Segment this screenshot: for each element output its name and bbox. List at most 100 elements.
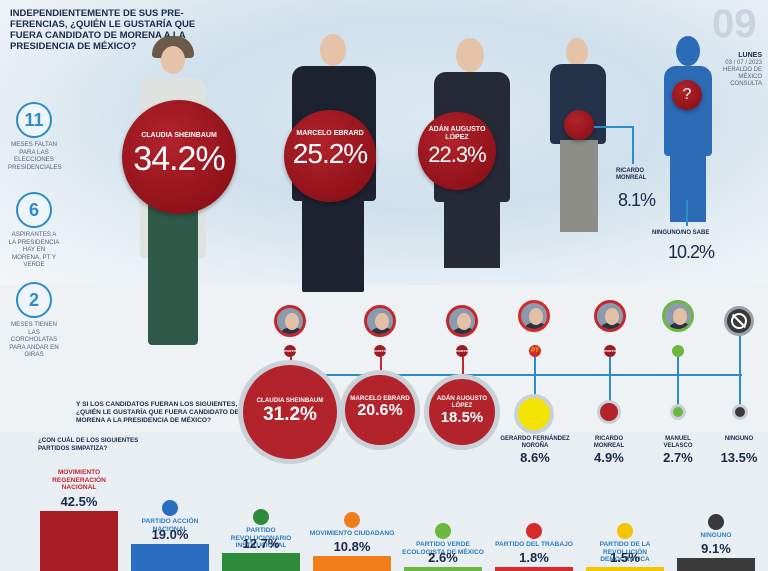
party-name: PARTIDO DEL TRABAJO	[495, 541, 573, 548]
sheinbaum-photo-face	[161, 46, 185, 74]
ban-icon	[731, 313, 747, 329]
party-column: PARTIDO VERDE ECOLOGISTA DE MÉXICO 2.6%	[400, 458, 486, 571]
stat-text: ASPIRANTES A LA PRESIDENCIA HAY EN MOREN…	[8, 231, 60, 268]
party-column: MOVIMIENTO REGENERACIÓN NACIONAL 42.5%	[36, 458, 122, 571]
unknown-figure-head	[676, 36, 700, 66]
monreal-second-circle	[597, 400, 621, 424]
party-bar	[677, 558, 755, 571]
ebrard-photo-head	[320, 34, 346, 66]
sheinbaum-second-circle: CLAUDIA SHEINBAUM 31.2%	[238, 360, 342, 464]
party-logo-icon	[253, 509, 269, 526]
candidate-pct: 22.3%	[428, 142, 486, 167]
morena-logo-icon: morena	[374, 345, 388, 357]
ebrard-result-circle: MARCELO EBRARD 25.2%	[284, 110, 376, 202]
candidate-pct: 20.6%	[357, 402, 403, 419]
party-pct: 2.6%	[428, 550, 458, 565]
party-pct: 1.5%	[610, 550, 640, 565]
candidate-pct: 34.2%	[133, 140, 225, 178]
party-pct: 42.5%	[60, 494, 98, 509]
second-question: Y SI LOS CANDIDATOS FUERAN LOS SIGUIENTE…	[76, 401, 239, 424]
party-column: PARTIDO DE LA REVOLUCIÓN DEMOCRÁTICA 1.5%	[582, 458, 668, 571]
stat-number: 6	[16, 192, 52, 228]
party-pct: 10.8%	[333, 538, 371, 554]
morena-logo-icon: morena	[284, 345, 298, 357]
monreal-photo-legs	[560, 140, 598, 232]
monreal-result: RICARDO MONREAL 4.9%	[584, 436, 634, 465]
page-number: 09	[712, 2, 757, 46]
lopez-stem	[462, 357, 464, 375]
monreal-avatar	[594, 300, 626, 332]
candidate-pct: 2.7%	[663, 450, 693, 465]
velasco-result: MANUEL VELASCO 2.7%	[655, 436, 701, 465]
candidate-name: MANUEL VELASCO	[663, 436, 693, 449]
candidate-name: MARCELO EBRARD	[296, 130, 364, 137]
morena-logo-icon: morena	[604, 345, 618, 357]
party-logo-icon	[617, 523, 633, 539]
party-info: NINGUNO	[673, 514, 759, 540]
candidate-name: ADÁN AUGUSTO LÓPEZ	[428, 126, 486, 141]
party-logo-icon	[344, 511, 360, 528]
party-name: PARTIDO DE LA REVOLUCIÓN DEMOCRÁTICA	[599, 541, 651, 564]
party-logo-icon	[708, 514, 724, 531]
unknown-connector	[686, 200, 688, 226]
party-column: NINGUNO 9.1%	[673, 458, 759, 571]
norona-second-circle	[514, 394, 554, 434]
lopez-second-circle: ADÁN AUGUSTO LÓPEZ 18.5%	[424, 374, 500, 450]
pt-logo-icon: PT	[529, 345, 541, 357]
date-box: LUNES 03 / 07 / 2023 HERALDO DE MÉXICO C…	[700, 52, 762, 88]
weekday: LUNES	[738, 52, 762, 59]
party-info: MOVIMIENTO REGENERACIÓN NACIONAL	[36, 467, 122, 492]
section-name: HERALDO DE MÉXICO	[722, 67, 762, 80]
party-name: MOVIMIENTO REGENERACIÓN NACIONAL	[52, 469, 106, 492]
candidates-baseline	[290, 374, 742, 376]
party-logo-icon	[435, 523, 451, 539]
candidate-name: MARCELO EBRARD	[350, 395, 410, 402]
monreal-marker	[564, 110, 594, 140]
party-bar	[40, 511, 118, 571]
date: 03 / 07 / 2023	[725, 60, 762, 66]
sheinbaum-photo-legs	[148, 200, 198, 345]
question-mark-icon: ?	[672, 80, 702, 110]
subsection-name: CONSULTA	[730, 81, 762, 87]
velasco-second-circle	[670, 404, 686, 420]
velasco-avatar	[662, 300, 694, 332]
stat-number: 2	[16, 282, 52, 318]
party-bar-chart: MOVIMIENTO REGENERACIÓN NACIONAL 42.5% PAR…	[36, 458, 766, 571]
verde-logo-icon	[672, 345, 684, 357]
candidate-pct: 13.5%	[720, 450, 758, 465]
stat-aspirants: 6 ASPIRANTES A LA PRESIDENCIA HAY EN MOR…	[8, 192, 60, 269]
lopez-photo-head	[456, 38, 484, 72]
ebrard-avatar	[364, 305, 396, 337]
party-bar	[495, 567, 573, 571]
candidate-pct: 4.9%	[594, 450, 624, 465]
none-second-circle	[732, 404, 748, 420]
party-logo-icon	[526, 523, 542, 539]
party-info: PARTIDO DE LA REVOLUCIÓN DEMOCRÁTICA	[582, 523, 668, 564]
stat-number: 11	[16, 102, 52, 138]
velasco-stem	[677, 357, 679, 405]
party-pct: 1.8%	[519, 550, 549, 565]
candidate-pct: 25.2%	[292, 138, 368, 169]
party-pct: 12.7%	[242, 536, 280, 552]
unknown-figure-legs	[670, 150, 706, 222]
party-name: PARTIDO REVOLUCIONARIO INSTITUCIONAL	[230, 527, 292, 550]
party-column: MOVIMIENTO CIUDADANO 10.8%	[309, 458, 395, 571]
monreal-connector-v	[632, 126, 634, 164]
stat-months-elections: 11 MESES FALTAN PARA LAS ELECCIONES PRES…	[8, 102, 62, 171]
monreal-name: RICARDO MONREAL	[616, 168, 647, 181]
party-column: PARTIDO ACCIÓN NACIONAL 19.0%	[127, 458, 213, 571]
sheinbaum-avatar	[274, 305, 306, 337]
main-question: INDEPENDIENTEMENTE DE SUS PRE-FERENCIAS,…	[10, 8, 196, 52]
party-bar	[586, 567, 664, 571]
candidate-name: ADÁN AUGUSTO LÓPEZ	[436, 395, 488, 409]
none-name: NINGUNO/NO SABE	[652, 230, 710, 236]
monreal-stem	[609, 357, 611, 401]
none-pct: 10.2%	[668, 242, 715, 262]
party-column: PARTIDO DEL TRABAJO 1.8%	[491, 458, 577, 571]
stat-text: MESES FALTAN PARA LAS ELECCIONES PRESIDE…	[8, 141, 62, 171]
lopez-result-circle: ADÁN AUGUSTO LÓPEZ 22.3%	[418, 112, 496, 190]
norona-result: GERARDO FERNÁNDEZ NOROÑA 8.6%	[500, 436, 570, 465]
ebrard-stem	[380, 357, 382, 375]
party-logo-icon	[162, 500, 178, 517]
ebrard-second-circle: MARCELO EBRARD 20.6%	[340, 370, 420, 450]
